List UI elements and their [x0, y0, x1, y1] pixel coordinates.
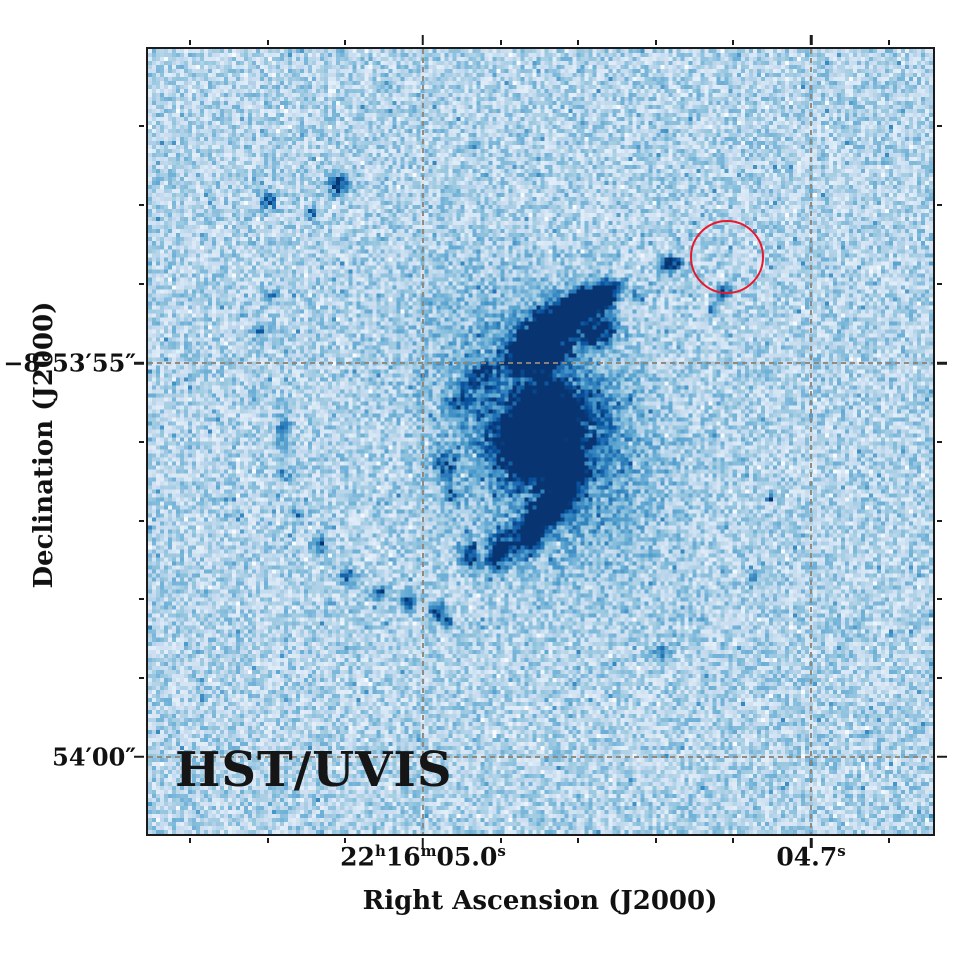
- axis-tick: [500, 40, 502, 45]
- axis-tick: [267, 838, 270, 843]
- axis-tick: [577, 838, 580, 843]
- axis-tick: [654, 838, 657, 843]
- axis-tick: [937, 125, 942, 127]
- axis-tick: [937, 677, 942, 680]
- transient-marker-circle: [689, 219, 764, 294]
- axis-tick: [937, 440, 942, 443]
- sky-image-canvas: [148, 49, 933, 834]
- gridline-vertical: [421, 49, 424, 834]
- x-tick-seconds: 05.0: [436, 842, 498, 872]
- axis-tick: [344, 838, 347, 843]
- gridline-vertical: [810, 49, 812, 834]
- y-tick-label-53m55s: −8°53′55″: [3, 348, 136, 378]
- axis-tick: [267, 40, 270, 45]
- instrument-label: HST/UVIS: [175, 742, 453, 798]
- plot-area: HST/UVIS: [134, 35, 947, 848]
- axis-tick: [421, 838, 425, 848]
- axis-tick: [937, 597, 942, 600]
- axis-tick: [654, 40, 657, 45]
- axis-tick: [139, 125, 144, 127]
- axis-tick: [937, 283, 942, 286]
- gridline-horizontal: [148, 755, 933, 758]
- axis-tick: [188, 838, 191, 843]
- axis-tick: [809, 838, 813, 848]
- y-axis-label: Declination (J2000): [29, 301, 59, 589]
- hours-unit-superscript: h: [374, 842, 386, 860]
- axis-tick: [937, 203, 942, 206]
- axis-tick: [188, 40, 191, 45]
- axis-tick: [731, 838, 734, 843]
- axis-tick: [139, 283, 144, 286]
- x-tick-seconds: 04.7: [776, 842, 838, 872]
- axis-tick: [139, 520, 144, 523]
- axis-tick: [421, 35, 425, 45]
- axis-tick: [937, 361, 947, 365]
- axis-tick: [887, 40, 890, 45]
- seconds-unit-superscript: s: [497, 842, 506, 860]
- axis-tick: [139, 677, 144, 680]
- axis-tick: [937, 520, 942, 523]
- minutes-unit-superscript: m: [420, 842, 437, 860]
- y-tick-label-54m00s: 54′00″: [52, 742, 136, 772]
- axis-tick: [139, 440, 144, 443]
- axis-tick: [577, 40, 580, 45]
- axis-tick: [139, 203, 144, 206]
- axis-tick: [134, 361, 144, 365]
- axis-tick: [809, 35, 813, 45]
- seconds-unit-superscript: s: [837, 842, 846, 860]
- axis-tick: [887, 838, 890, 843]
- axis-tick: [134, 755, 144, 759]
- axis-tick: [731, 40, 734, 45]
- axis-tick: [344, 40, 347, 45]
- x-axis-label: Right Ascension (J2000): [362, 886, 718, 916]
- x-tick-label-05s: 22h16m05.0s: [340, 842, 506, 871]
- gridline-horizontal: [148, 362, 933, 364]
- axis-tick: [500, 838, 502, 843]
- x-tick-minutes: 16: [385, 842, 421, 872]
- x-tick-label-04p7s: 04.7s: [776, 842, 845, 871]
- x-tick-hours: 22: [340, 842, 375, 872]
- axis-tick: [139, 597, 144, 600]
- axis-tick: [937, 755, 947, 759]
